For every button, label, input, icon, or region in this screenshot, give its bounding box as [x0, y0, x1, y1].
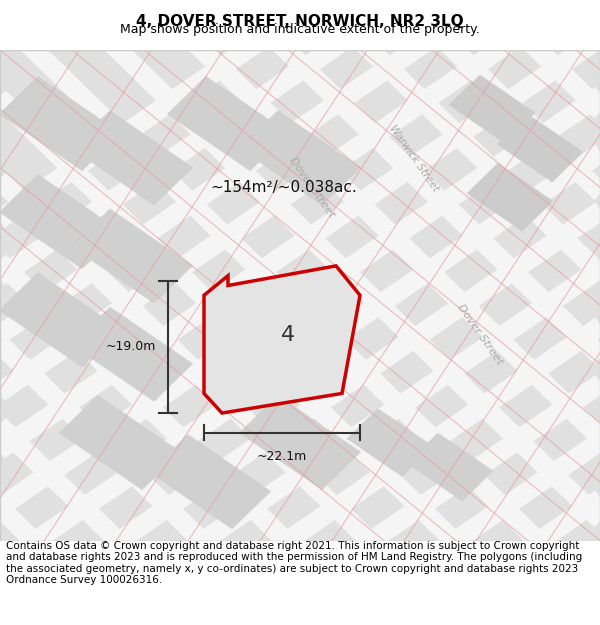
Polygon shape [497, 114, 583, 182]
Polygon shape [0, 174, 121, 269]
Text: ~19.0m: ~19.0m [106, 341, 156, 353]
Text: Dover Street: Dover Street [455, 302, 505, 367]
Polygon shape [59, 396, 181, 489]
Polygon shape [167, 76, 289, 171]
Polygon shape [407, 433, 493, 501]
Text: 4: 4 [281, 324, 295, 344]
Polygon shape [71, 307, 193, 401]
Polygon shape [71, 209, 193, 303]
Polygon shape [204, 266, 360, 413]
Polygon shape [449, 75, 535, 143]
Polygon shape [149, 434, 271, 529]
Polygon shape [239, 111, 361, 205]
Polygon shape [0, 76, 121, 171]
Text: ~154m²/~0.038ac.: ~154m²/~0.038ac. [210, 180, 357, 195]
Polygon shape [71, 111, 193, 205]
Text: Warwick Street: Warwick Street [388, 123, 440, 193]
Text: ~22.1m: ~22.1m [257, 450, 307, 463]
Text: Dover Street: Dover Street [287, 156, 337, 219]
Text: Map shows position and indicative extent of the property.: Map shows position and indicative extent… [120, 23, 480, 36]
Polygon shape [347, 409, 433, 476]
Text: 4, DOVER STREET, NORWICH, NR2 3LQ: 4, DOVER STREET, NORWICH, NR2 3LQ [136, 14, 464, 29]
Text: Contains OS data © Crown copyright and database right 2021. This information is : Contains OS data © Crown copyright and d… [6, 541, 582, 586]
Polygon shape [467, 163, 553, 231]
Polygon shape [0, 272, 121, 367]
Polygon shape [239, 396, 361, 489]
